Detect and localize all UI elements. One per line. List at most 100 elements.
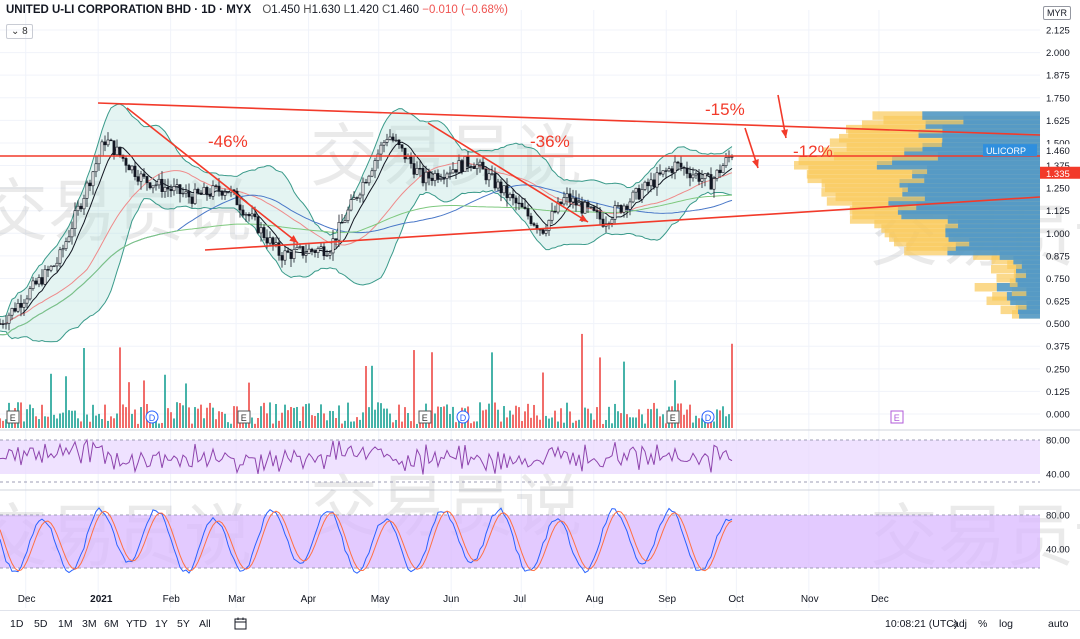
candle-body (526, 208, 530, 217)
log-toggle[interactable]: log (999, 618, 1014, 630)
volume-bar (638, 409, 640, 428)
volume-bar (215, 419, 217, 428)
volume-profile-bar (1026, 301, 1040, 310)
volume-bar (338, 405, 340, 428)
auto-toggle[interactable]: auto (1048, 618, 1069, 630)
candle-body (88, 182, 92, 187)
candle-body (433, 173, 437, 181)
volume-bar (644, 423, 646, 428)
decline-arrow-3-head (752, 159, 759, 168)
candle-body (457, 160, 461, 173)
last-price-symbol-box (983, 144, 1037, 157)
candle-body (409, 156, 413, 164)
utc-clock[interactable]: 10:08:21 (UTC) (885, 618, 958, 630)
volume-bar (491, 352, 493, 428)
decline-arrow-1-head (289, 235, 298, 243)
rsi-tick-label: 40.00 (1046, 470, 1070, 481)
indicator-count-badge[interactable]: ⌄ 8 (6, 24, 33, 39)
candle-body (400, 144, 404, 149)
volume-bar (632, 417, 634, 428)
candle-body (253, 213, 257, 218)
range-all[interactable]: All (199, 618, 211, 630)
calendar-range-icon[interactable] (234, 617, 247, 630)
candle-body (301, 246, 305, 256)
candle-body (349, 199, 353, 211)
range-1d[interactable]: 1D (10, 618, 24, 630)
range-3m[interactable]: 3M (82, 618, 97, 630)
volume-bar (479, 402, 481, 428)
volume-bar (251, 417, 253, 428)
volume-bar (365, 365, 367, 428)
range-1y[interactable]: 1Y (155, 618, 168, 630)
candle-body (574, 197, 578, 206)
candle-body (706, 173, 710, 175)
currency-badge[interactable]: MYR (1043, 6, 1071, 20)
candle-body (22, 302, 26, 308)
range-1m[interactable]: 1M (58, 618, 73, 630)
time-tick-label: Dec (18, 594, 36, 605)
volume-bar (158, 423, 160, 428)
candle-body (169, 188, 173, 192)
volume-bar (167, 408, 169, 428)
volume-bar (482, 410, 484, 428)
candle-body (148, 182, 152, 189)
candle-body (373, 160, 377, 172)
volume-bar (26, 409, 28, 428)
level-price-box (1040, 166, 1080, 179)
volume-bar (206, 407, 208, 428)
volume-bar (584, 407, 586, 428)
range-5y[interactable]: 5Y (177, 618, 190, 630)
volume-bar (692, 422, 694, 428)
candle-body (55, 262, 59, 267)
volume-bar (518, 407, 520, 428)
volume-bar (155, 416, 157, 428)
grid (0, 10, 1080, 608)
candle-body (628, 201, 632, 210)
price-tick-label: 0.000 (1046, 410, 1070, 421)
volume-profile-bar (924, 192, 1040, 202)
volume-bar (149, 419, 151, 428)
candle-body (562, 197, 566, 205)
range-5d[interactable]: 5D (34, 618, 48, 630)
candle-body (325, 255, 329, 257)
candle-body (172, 186, 176, 192)
volume-bar (203, 418, 205, 428)
percent-toggle[interactable]: % (978, 618, 988, 630)
range-6m[interactable]: 6M (104, 618, 119, 630)
symbol-title[interactable]: UNITED U-LI CORPORATION BHD · 1D · MYX (6, 4, 252, 16)
volume-bar (194, 407, 196, 428)
candle-body (487, 173, 491, 181)
adj-toggle[interactable]: adj (953, 618, 968, 630)
volume-bar (701, 418, 703, 428)
candle-body (523, 206, 527, 209)
candle-body (241, 209, 245, 216)
candle-body (61, 248, 65, 251)
volume-bar (74, 410, 76, 428)
volume-bar (581, 333, 583, 428)
candle-body (235, 191, 239, 206)
candle-body (262, 227, 266, 238)
candle-body (97, 155, 101, 165)
range-ytd[interactable]: YTD (126, 618, 147, 630)
time-tick-label: Apr (301, 594, 317, 605)
time-tick-label: Oct (728, 594, 744, 605)
volume-profile-bar (948, 233, 1040, 242)
volume-bar (443, 406, 445, 428)
volume-bar (191, 423, 193, 428)
event-marker-label: D (705, 413, 712, 423)
volume-bar (602, 423, 604, 428)
candle-body (691, 174, 695, 179)
candle-body (601, 218, 605, 227)
candle-body (709, 174, 713, 190)
volume-bar (578, 419, 580, 428)
candle-body (280, 255, 284, 261)
volume-bar (356, 417, 358, 428)
volume-bar (119, 347, 121, 428)
candle-body (649, 179, 653, 187)
volume-bar (263, 402, 265, 428)
volume-bar (83, 348, 85, 428)
volume-bar (383, 408, 385, 428)
candle-body (7, 314, 11, 324)
candle-body (343, 220, 347, 223)
